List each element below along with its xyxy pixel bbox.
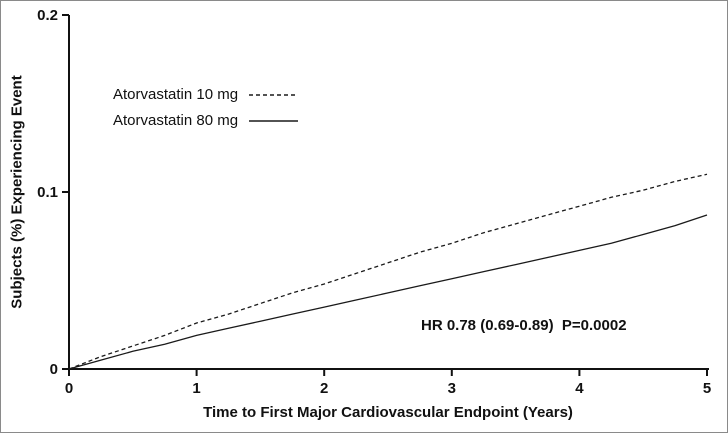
legend: Atorvastatin 10 mg Atorvastatin 80 mg (113, 81, 300, 133)
series-curve-solid (68, 214, 708, 370)
legend-label: Atorvastatin 80 mg (113, 111, 239, 129)
x-tick-label: 5 (703, 380, 711, 397)
legend-line-sample-solid (249, 120, 299, 122)
x-axis-title: Time to First Major Cardiovascular Endpo… (203, 404, 573, 421)
x-tick-label: 2 (320, 380, 328, 397)
x-tick-label: 4 (575, 380, 584, 397)
y-tick-label: 0.2 (37, 7, 58, 24)
x-tick-label: 3 (448, 380, 456, 397)
legend-row: Atorvastatin 80 mg (113, 107, 300, 133)
hazard-ratio-annotation: HR 0.78 (0.69-0.89) P=0.0002 (421, 317, 627, 334)
y-tick-label: 0.1 (37, 184, 58, 201)
legend-label: Atorvastatin 10 mg (113, 85, 239, 103)
y-tick-label: 0 (50, 361, 58, 378)
legend-row: Atorvastatin 10 mg (113, 81, 300, 107)
series-curve-dashed (68, 173, 708, 370)
legend-line-sample-dashed (249, 94, 299, 96)
y-axis-title: Subjects (%) Experiencing Event (8, 75, 26, 309)
x-tick-label: 0 (65, 380, 73, 397)
x-tick-label: 1 (192, 380, 200, 397)
